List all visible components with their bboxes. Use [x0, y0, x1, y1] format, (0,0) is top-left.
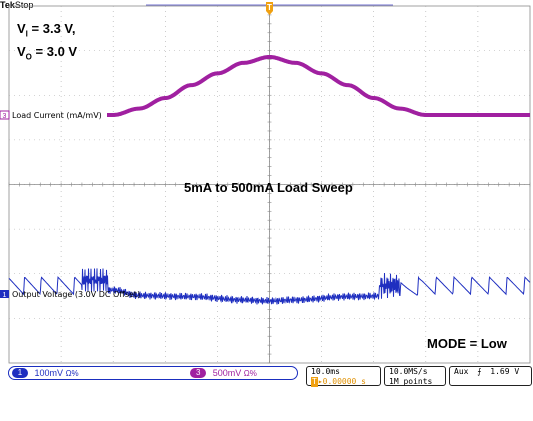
ch1-ground-marker[interactable]: 1	[0, 290, 9, 299]
trigger-source: Aux	[454, 367, 469, 376]
trigger-position-marker[interactable]: T	[266, 2, 273, 15]
conditions-annotation: VI = 3.3 V, VO = 3.0 V	[17, 20, 77, 65]
output-voltage-note: VO = 3.0 V	[17, 43, 78, 62]
output-voltage-channel-label: Output Voltage (3.0V DC Offset)	[12, 290, 140, 299]
sweep-annotation: 5mA to 500mA Load Sweep	[184, 180, 353, 195]
mode-annotation: MODE = Low	[427, 336, 507, 351]
acquisition-state: Stop	[14, 0, 34, 10]
ch1-badge: 1	[12, 368, 28, 378]
sample-rate: 10.0MS/s	[389, 367, 428, 376]
ch3-bandwidth-icon: Ω%	[243, 369, 257, 378]
brand-label: Tek	[0, 0, 15, 10]
output-voltage-trace	[8, 268, 531, 305]
input-voltage-note: VI = 3.3 V,	[17, 21, 76, 39]
trigger-level: 1.69 V	[490, 367, 520, 376]
ch1-marker-number: 1	[3, 292, 7, 299]
record-length: 1M points	[389, 377, 433, 386]
trigger-position-readout: T▸0.00000 s	[311, 377, 366, 387]
trigger-slope-icon: ⨍	[477, 367, 482, 376]
trigger-position-letter: T	[267, 3, 272, 12]
ch3-badge: 3	[190, 368, 207, 378]
horizontal-settings-box[interactable]: 10.0ms T▸0.00000 s	[306, 366, 381, 387]
trigger-icon: T	[311, 377, 318, 387]
ch3-marker-number: 3	[3, 113, 7, 120]
ch3-ground-marker[interactable]: 3	[0, 110, 10, 120]
load-current-channel-label: Load Current (mA/mV)	[12, 111, 102, 120]
status-bar: 1 100mV Ω% 3 500mV Ω% 10.0ms T▸0.00000 s…	[8, 363, 532, 387]
trigger-settings-box[interactable]: Aux ⨍ 1.69 V	[449, 366, 532, 386]
ch3-scale: 500mV	[212, 368, 242, 378]
ch1-scale: 100mV	[34, 368, 64, 378]
ch1-bandwidth-icon: Ω%	[65, 369, 79, 378]
load-current-trace	[107, 55, 530, 117]
scope-header: TekStop	[0, 0, 33, 10]
acquisition-settings-box[interactable]: 10.0MS/s 1M points	[384, 366, 446, 386]
timebase: 10.0ms	[311, 367, 340, 376]
vertical-settings-pill[interactable]: 1 100mV Ω% 3 500mV Ω%	[8, 366, 298, 380]
